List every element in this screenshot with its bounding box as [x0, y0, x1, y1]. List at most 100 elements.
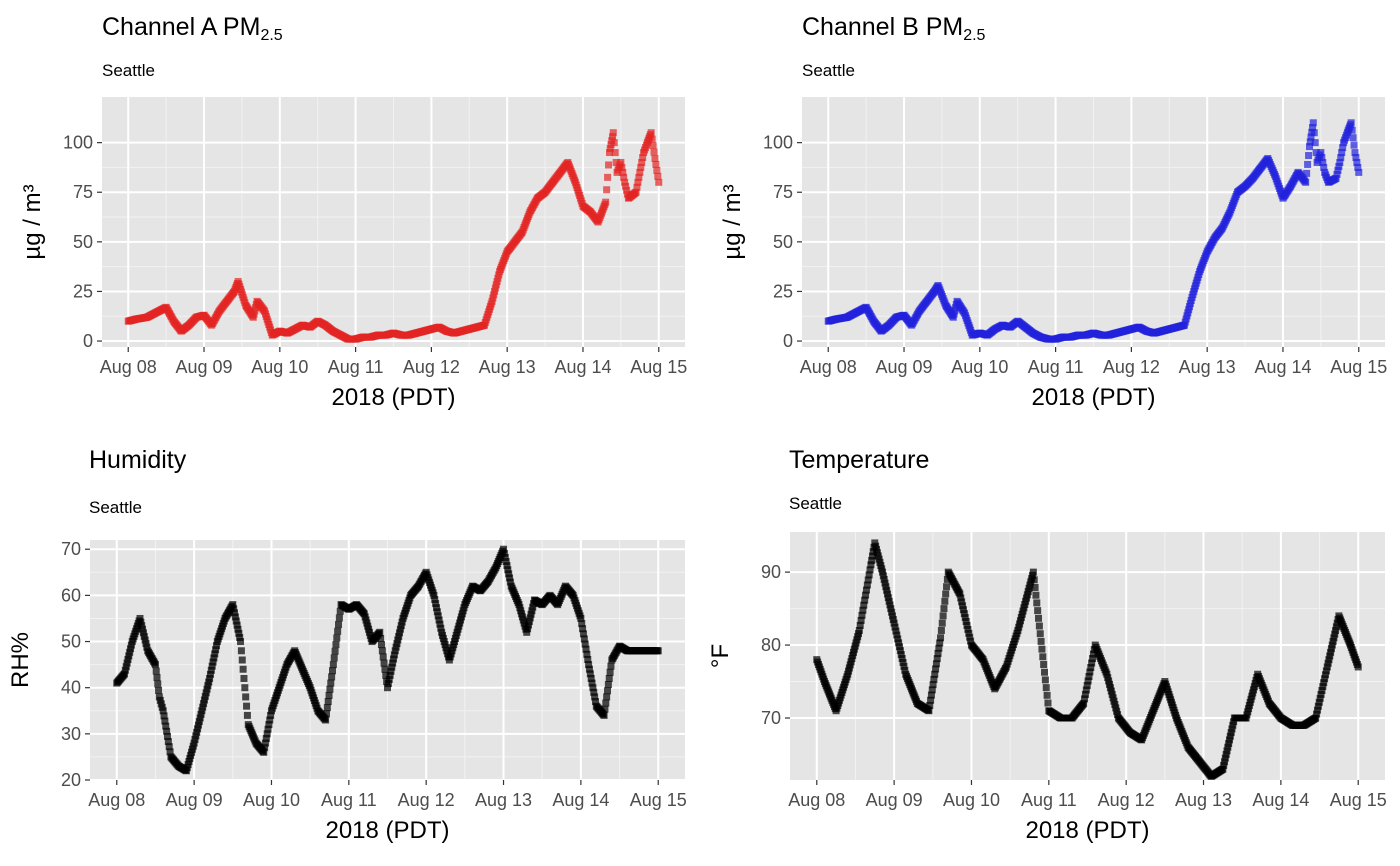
data-point [389, 659, 397, 667]
data-point [650, 148, 658, 156]
data-point [636, 168, 644, 176]
x-tick-label: Aug 14 [1254, 357, 1311, 377]
data-point [435, 616, 443, 624]
data-point [1352, 154, 1360, 162]
data-point [328, 667, 336, 675]
x-tick-label: Aug 12 [398, 790, 455, 810]
data-point [590, 688, 598, 696]
data-point [601, 705, 609, 713]
data-point [1082, 686, 1090, 694]
chart-title: Temperature [789, 446, 930, 474]
data-point [622, 182, 630, 190]
data-point [1332, 174, 1340, 182]
data-point [895, 639, 903, 647]
data-point [210, 654, 218, 662]
data-point [239, 665, 247, 673]
data-point [586, 670, 594, 678]
data-point [648, 135, 656, 143]
data-point [889, 616, 897, 624]
data-point [234, 625, 242, 633]
data-point [500, 549, 508, 557]
data-point [433, 608, 441, 616]
x-tick-label: Aug 13 [479, 357, 536, 377]
data-point [335, 614, 343, 622]
data-point [381, 665, 389, 673]
data-point [434, 612, 442, 620]
data-point [1331, 630, 1339, 638]
data-point [1035, 614, 1043, 622]
data-point [884, 594, 892, 602]
data-point [160, 712, 168, 720]
data-point [380, 659, 388, 667]
data-point [432, 604, 440, 612]
data-point [940, 605, 948, 613]
data-point [1044, 699, 1052, 707]
data-point [1328, 641, 1336, 649]
data-point [1337, 154, 1345, 162]
x-axis-title: 2018 (PDT) [1025, 817, 1149, 844]
data-point [334, 627, 342, 635]
data-point [266, 716, 274, 724]
data-point [1039, 653, 1047, 661]
data-point [858, 611, 866, 619]
data-point [263, 730, 271, 738]
data-point [931, 670, 939, 678]
data-point [390, 655, 398, 663]
data-point [1319, 683, 1327, 691]
data-point [233, 621, 241, 629]
data-point [162, 722, 170, 730]
data-point [1335, 162, 1343, 170]
data-point [1036, 630, 1044, 638]
data-point [583, 650, 591, 658]
data-point [888, 612, 896, 620]
data-point [1323, 663, 1331, 671]
data-point [900, 662, 908, 670]
data-points [824, 119, 1363, 343]
data-point [1311, 139, 1319, 147]
data-point [525, 618, 533, 626]
data-point [377, 641, 385, 649]
data-point [237, 647, 245, 655]
data-point [436, 620, 444, 628]
data-point [393, 640, 401, 648]
x-tick-label: Aug 09 [875, 357, 932, 377]
x-axis-title: 2018 (PDT) [1031, 384, 1155, 411]
data-point [207, 666, 215, 674]
data-point [582, 645, 590, 653]
data-point [941, 597, 949, 605]
data-point [1325, 656, 1333, 664]
data-point [395, 632, 403, 640]
data-point [265, 721, 273, 729]
data-point [163, 727, 171, 735]
data-point [1333, 170, 1341, 178]
data-point [1220, 761, 1228, 769]
y-tick-label: 60 [61, 585, 81, 605]
data-point [1313, 706, 1321, 714]
chart-plot: 0 25 50 75 100 Aug 08 Aug 09 Aug 10 Aug 11 Aug 12… [19, 97, 687, 411]
data-point [887, 605, 895, 613]
y-tick-label: 0 [83, 331, 93, 351]
data-point [1327, 648, 1335, 656]
data-point [928, 686, 936, 694]
y-tick-label: 75 [773, 182, 793, 202]
y-tick-label: 25 [73, 281, 93, 301]
data-point [632, 188, 640, 196]
data-point [606, 149, 614, 157]
data-point [652, 160, 660, 168]
y-tick-label: 20 [61, 770, 81, 790]
x-tick-label: Aug 15 [630, 357, 687, 377]
data-point [927, 696, 935, 704]
data-point [607, 662, 615, 670]
x-axis-title: 2018 (PDT) [331, 384, 455, 411]
data-point [603, 693, 611, 701]
data-point [153, 674, 161, 682]
y-tick-label: 75 [73, 182, 93, 202]
data-point [606, 145, 614, 153]
data-point [639, 154, 647, 162]
y-tick-label: 100 [763, 133, 793, 153]
data-point [392, 643, 400, 651]
data-point [1318, 687, 1326, 695]
data-point [963, 621, 971, 629]
data-point [1314, 702, 1322, 710]
x-tick-label: Aug 12 [1098, 790, 1155, 810]
